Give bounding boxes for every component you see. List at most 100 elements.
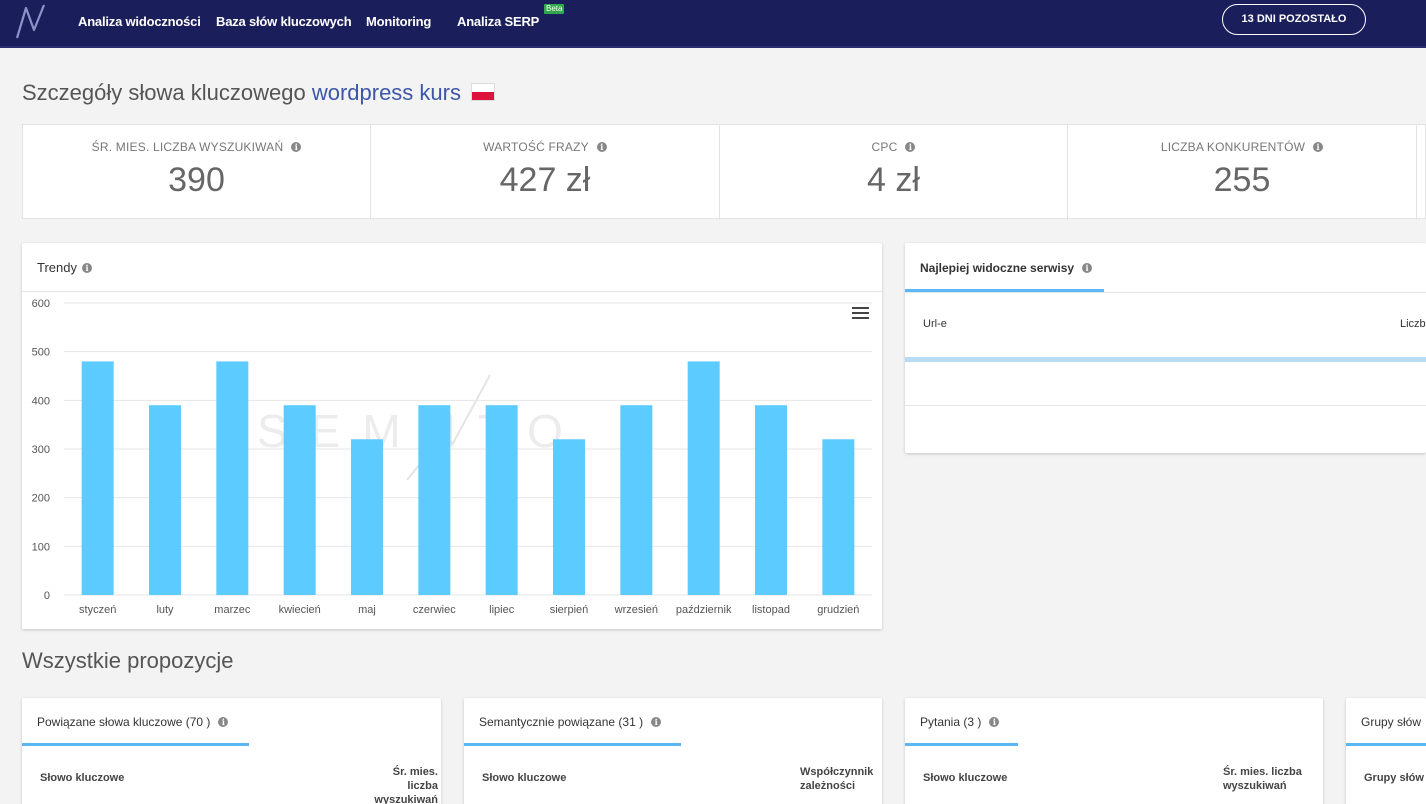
poland-flag-icon: [471, 83, 496, 101]
proposal-card-related: Powiązane słowa kluczowe (70 ) i Słowo kl…: [22, 698, 441, 804]
app-logo-icon[interactable]: [14, 2, 48, 42]
y-tick-label: 500: [32, 347, 50, 359]
page-title-keyword: wordpress kurs: [311, 80, 461, 105]
x-tick-label: wrzesień: [614, 604, 658, 616]
chart-bar[interactable]: [216, 361, 249, 595]
col-header-line: Śr. mies. liczba: [1223, 766, 1302, 778]
proposal-title: Semantycznie powiązane: [479, 715, 616, 729]
proposals-section-title: Wszystkie propozycje: [22, 648, 234, 673]
proposal-title: Pytania: [920, 715, 961, 729]
col-header-avg-searches[interactable]: Śr. mies. liczba wyszukiwań: [1223, 765, 1319, 793]
proposal-card-title[interactable]: Pytania (3 ) i: [920, 715, 1000, 729]
info-icon[interactable]: i: [905, 142, 916, 152]
stat-phrase-value: WARTOŚĆ FRAZY i 427 zł: [371, 125, 720, 220]
x-tick-label: marzec: [214, 604, 251, 616]
col-header-avg-searches[interactable]: Śr. mies. liczba wyszukiwań: [363, 765, 438, 804]
proposal-card-questions: Pytania (3 ) i Słowo kluczowe Śr. mies. l…: [905, 698, 1323, 804]
proposal-card-title[interactable]: Powiązane słowa kluczowe (70 ) i: [37, 715, 229, 729]
proposal-card-title[interactable]: Semantycznie powiązane (31 ) i: [479, 715, 662, 729]
y-tick-label: 400: [32, 395, 50, 407]
chart-bar[interactable]: [755, 405, 787, 595]
chart-bar[interactable]: [81, 361, 114, 595]
proposal-count: (70 ): [185, 715, 211, 729]
stat-cpc: CPC i 4 zł: [720, 125, 1068, 220]
x-tick-label: październik: [676, 604, 732, 616]
tab-active-underline: [22, 743, 249, 746]
chart-bar[interactable]: [620, 405, 653, 595]
info-icon[interactable]: i: [81, 263, 92, 273]
chart-bar[interactable]: [553, 439, 585, 595]
chart-bar[interactable]: [283, 405, 316, 595]
tab-active-underline: [905, 289, 1104, 292]
info-icon[interactable]: i: [1082, 263, 1093, 273]
info-icon[interactable]: i: [218, 717, 229, 727]
y-tick-label: 200: [32, 493, 50, 505]
nav-analiza-serp[interactable]: Analiza SERP: [457, 14, 540, 29]
chart-bar[interactable]: [418, 405, 451, 595]
proposal-card-title[interactable]: Grupy słów: [1361, 715, 1421, 729]
visible-sites-card: Najlepiej widoczne serwisy i Url-e Liczb: [905, 243, 1426, 453]
info-icon[interactable]: i: [651, 717, 662, 727]
stat-value: 4 zł: [867, 161, 920, 199]
loading-bar: [905, 357, 1426, 362]
y-tick-label: 100: [32, 541, 50, 553]
divider: [905, 405, 1426, 406]
y-tick-label: 300: [32, 444, 50, 456]
x-tick-label: listopad: [752, 604, 790, 616]
info-icon[interactable]: i: [291, 142, 302, 152]
col-header-keyword[interactable]: Słowo kluczowe: [923, 772, 1008, 784]
proposal-card-groups: Grupy słów Grupy słów: [1346, 698, 1426, 804]
nav-analiza-widocznosci[interactable]: Analiza widoczności: [78, 14, 201, 29]
col-header-line: wyszukiwań: [374, 794, 438, 804]
stat-label: LICZBA KONKURENTÓW: [1160, 140, 1306, 154]
proposal-title: Grupy słów: [1361, 715, 1422, 729]
col-header-keyword[interactable]: Słowo kluczowe: [482, 772, 567, 784]
col-header-groups[interactable]: Grupy słów: [1364, 772, 1424, 784]
nav-monitoring[interactable]: Monitoring: [366, 14, 432, 29]
x-tick-label: sierpień: [550, 604, 589, 616]
stat-avg-searches: ŚR. MIES. LICZBA WYSZUKIWAŃ i 390: [23, 125, 371, 220]
x-tick-label: kwiecień: [279, 604, 321, 616]
tab-active-underline: [905, 743, 1018, 746]
col-header-line: wyszukiwań: [1223, 780, 1287, 792]
x-tick-label: lipiec: [489, 604, 515, 616]
stat-value: 390: [168, 161, 225, 199]
divider: [22, 291, 882, 292]
info-icon[interactable]: i: [596, 142, 607, 152]
chart-menu-icon[interactable]: [852, 307, 869, 320]
proposal-count: (3 ): [963, 715, 982, 729]
chart-bar[interactable]: [485, 405, 518, 595]
tab-active-underline: [464, 743, 681, 746]
top-navbar: Analiza widoczności Baza słów kluczowych…: [0, 0, 1426, 48]
trends-bar-chart: SEMUTO 0100200300400500600styczeńlutymar…: [32, 298, 872, 616]
col-header-line: zależności: [800, 780, 856, 792]
info-icon[interactable]: i: [989, 717, 1000, 727]
col-header-urls[interactable]: Url-e: [923, 318, 947, 330]
divider: [905, 292, 1426, 293]
nav-baza-slow-kluczowych[interactable]: Baza słów kluczowych: [216, 14, 352, 29]
tab-active-underline: [1346, 743, 1426, 746]
trial-days-button[interactable]: 13 DNI POZOSTAŁO: [1222, 4, 1366, 35]
page-title-prefix: Szczegóły słowa kluczowego: [22, 80, 306, 105]
stat-value: 255: [1213, 161, 1271, 199]
x-tick-label: maj: [358, 604, 376, 616]
col-header-count[interactable]: Liczb: [1400, 318, 1426, 330]
chart-bar[interactable]: [687, 361, 720, 595]
chart-bar[interactable]: [822, 439, 855, 595]
page-title: Szczegóły słowa kluczowego wordpress kur…: [22, 80, 496, 106]
chart-bar[interactable]: [351, 439, 383, 595]
keyword-stats-panel: ŚR. MIES. LICZBA WYSZUKIWAŃ i 390 WARTOŚĆ…: [22, 124, 1426, 220]
col-header-line: Współczynnik: [800, 766, 874, 778]
proposal-card-semantic: Semantycznie powiązane (31 ) i Słowo kluc…: [464, 698, 882, 804]
col-header-correlation[interactable]: Współczynnik zależności: [800, 765, 880, 793]
x-tick-label: grudzień: [817, 604, 859, 616]
col-header-line: Śr. mies. liczba: [392, 766, 438, 792]
chart-bar[interactable]: [149, 405, 181, 595]
proposal-count: (31 ): [618, 715, 644, 729]
info-icon[interactable]: i: [1313, 142, 1324, 152]
stat-label: WARTOŚĆ FRAZY: [483, 140, 589, 154]
visible-sites-card-title[interactable]: Najlepiej widoczne serwisy i: [920, 261, 1093, 275]
col-header-keyword[interactable]: Słowo kluczowe: [40, 772, 125, 784]
visible-sites-title: Najlepiej widoczne serwisy: [920, 261, 1075, 275]
x-tick-label: styczeń: [79, 604, 116, 616]
